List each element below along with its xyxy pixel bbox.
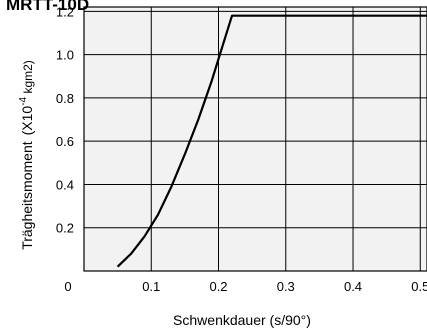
x-tick-label: 0.5 xyxy=(411,279,427,294)
y-tick-label: 0.6 xyxy=(56,134,74,149)
series-layer xyxy=(116,14,427,268)
chart-title: MRTT-10D xyxy=(6,0,89,14)
y-tick-label: 0.2 xyxy=(56,221,74,236)
origin-label: 0 xyxy=(64,279,71,294)
x-tick-label: 0.2 xyxy=(209,279,227,294)
y-axis-title-unit-prefix: (X10 xyxy=(19,106,35,136)
y-axis-title-main: Trägheitsmoment xyxy=(19,141,35,250)
y-axis-title-unit-exponent: -4 xyxy=(18,96,29,105)
plot-border xyxy=(83,6,427,272)
y-tick-label: 0.8 xyxy=(56,91,74,106)
x-tick-label: 0.3 xyxy=(277,279,295,294)
y-axis-title: Trägheitsmoment (X10-4 kgm2) xyxy=(18,60,35,250)
plot-area xyxy=(84,7,427,271)
grid xyxy=(84,7,427,271)
plot-frame xyxy=(83,6,427,272)
y-tick-label: 0.4 xyxy=(56,177,74,192)
tick-labels: 0.1 0.2 0.3 0.4 0.5 0.2 0.4 0.6 0.8 1.0 1.2 0 xyxy=(56,4,427,294)
x-tick-label: 0.1 xyxy=(142,279,160,294)
y-tick-label: 1.0 xyxy=(56,48,74,63)
y-axis-title-unit-suffix: kgm2) xyxy=(21,60,35,97)
series-line xyxy=(116,14,427,268)
x-tick-label: 0.4 xyxy=(344,279,362,294)
y-tick-label: 1.2 xyxy=(56,4,74,19)
x-axis-title: Schwenkdauer (s/90°) xyxy=(173,312,311,328)
